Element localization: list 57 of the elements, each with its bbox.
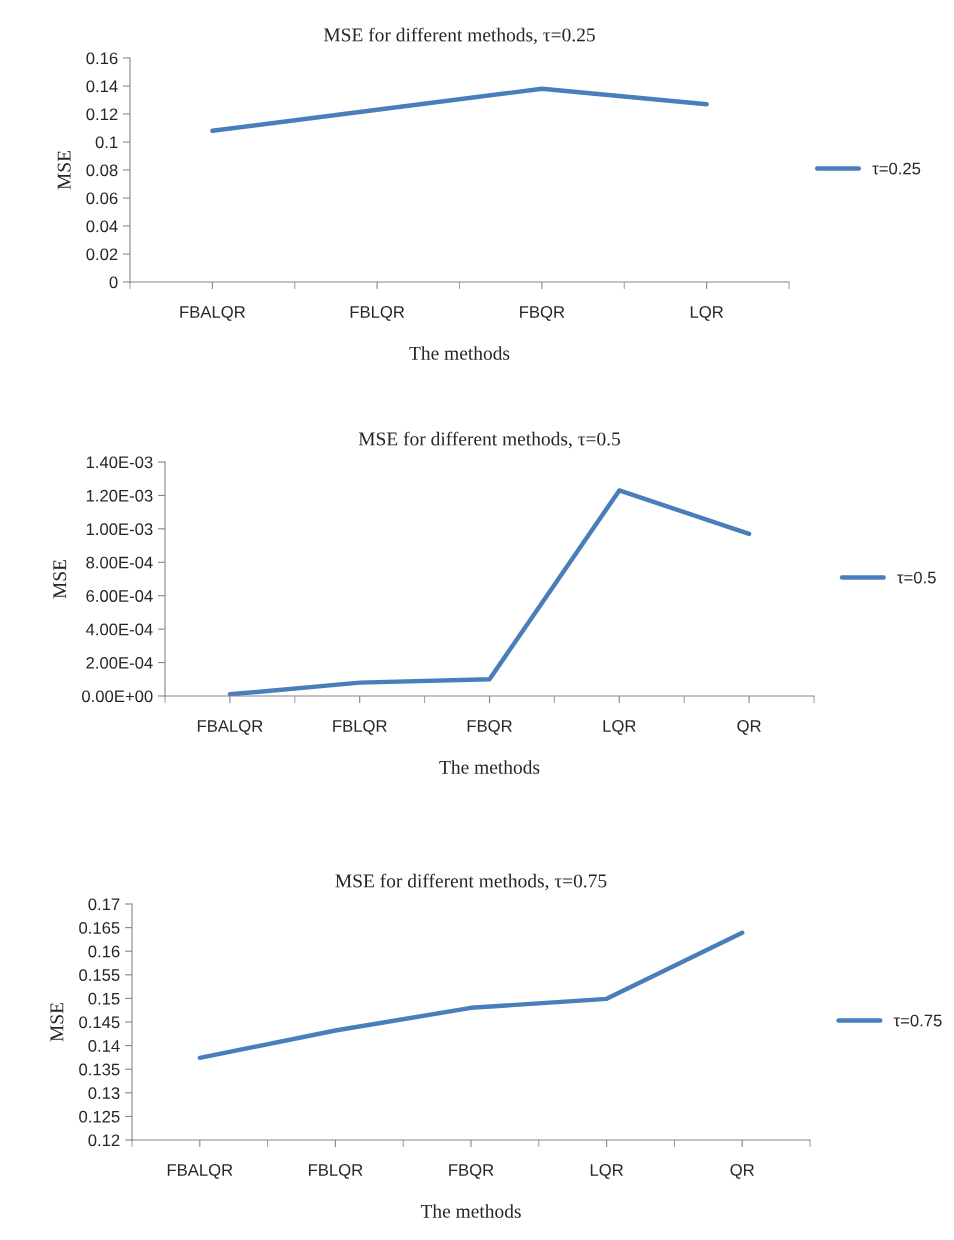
y-tick-label: 2.00E-04 <box>86 656 153 669</box>
y-tick-label: 1.40E-03 <box>86 456 153 469</box>
y-tick-label: 0.135 <box>79 1063 120 1076</box>
chart-title: MSE for different methods, τ=0.5 <box>358 431 621 449</box>
y-tick-label: 0.04 <box>86 220 118 233</box>
x-axis-title: The methods <box>409 346 510 360</box>
chart-title: MSE for different methods, τ=0.25 <box>323 27 595 45</box>
y-tick-label: 0.06 <box>86 192 118 205</box>
chart-title: MSE for different methods, τ=0.75 <box>335 873 607 891</box>
x-tick-label: LQR <box>590 1164 623 1179</box>
x-tick-label: LQR <box>603 720 636 735</box>
x-tick-label: FBQR <box>520 306 565 321</box>
x-tick-label: FBALQR <box>180 306 245 321</box>
x-tick-label: FBALQR <box>197 720 263 735</box>
y-axis-title: MSE <box>53 559 67 599</box>
y-axis-title: MSE <box>50 1002 64 1042</box>
y-tick-label: 4.00E-04 <box>85 623 153 636</box>
x-tick-label: QR <box>737 720 761 735</box>
x-axis-title: The methods <box>439 760 540 774</box>
y-tick-label: 0.00E+00 <box>82 690 153 703</box>
legend-label: τ=0.5 <box>897 571 936 584</box>
y-tick-label: 0.165 <box>79 922 120 934</box>
y-tick-label: 1.20E-03 <box>86 489 153 502</box>
x-tick-label: LQR <box>690 306 723 321</box>
y-axis-title: MSE <box>57 150 71 190</box>
y-tick-label: 0.15 <box>88 992 120 1005</box>
legend-label: τ=0.25 <box>872 162 921 175</box>
legend-label: τ=0.75 <box>893 1014 942 1027</box>
y-tick-label: 0.08 <box>86 164 118 177</box>
line-series <box>197 930 745 1061</box>
y-tick-label: 0.12 <box>88 1134 120 1147</box>
y-tick-label: 0.125 <box>79 1110 120 1123</box>
y-tick-label: 0.17 <box>88 898 120 911</box>
x-tick-label: FBLQR <box>333 720 387 735</box>
x-axis-title: The methods <box>420 1204 521 1218</box>
x-tick-label: FBQR <box>467 720 512 735</box>
y-tick-label: 0.02 <box>86 248 118 261</box>
y-tick-label: 6.00E-04 <box>86 590 153 602</box>
y-tick-label: 0.16 <box>86 52 118 65</box>
y-tick-label: 0 <box>109 276 118 289</box>
y-tick-label: 0.12 <box>86 108 118 121</box>
y-tick-label: 0.155 <box>79 969 120 981</box>
y-tick-label: 0.14 <box>86 80 118 93</box>
y-tick-label: 0.145 <box>79 1016 120 1029</box>
x-tick-label: QR <box>730 1164 754 1179</box>
line-series <box>210 86 709 134</box>
y-tick-label: 0.1 <box>95 136 118 149</box>
y-tick-label: 8.00E-04 <box>86 556 153 569</box>
y-tick-label: 0.14 <box>88 1040 120 1052</box>
x-tick-label: FBLQR <box>350 306 405 321</box>
y-tick-label: 0.16 <box>88 945 120 958</box>
x-tick-label: FBALQR <box>167 1164 233 1179</box>
y-tick-label: 0.13 <box>88 1087 120 1099</box>
x-tick-label: FBQR <box>449 1164 494 1179</box>
y-tick-label: 1.00E-03 <box>86 523 153 536</box>
line-series <box>227 488 752 696</box>
x-tick-label: FBLQR <box>308 1164 363 1179</box>
